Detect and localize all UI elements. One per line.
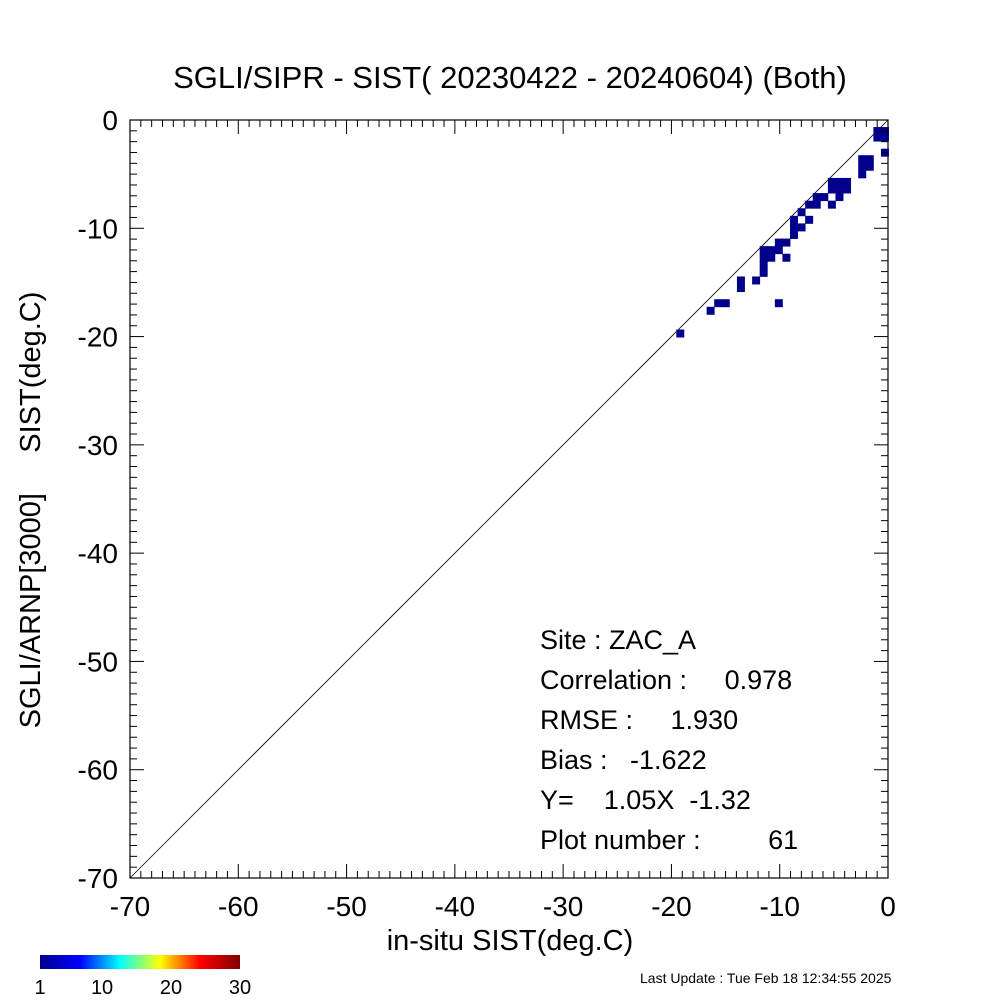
- heatmap-cell: [759, 246, 768, 255]
- heatmap-cell: [759, 261, 768, 270]
- stats-regression: Y= 1.05X -1.32: [540, 785, 751, 815]
- y-tick-label: -70: [78, 863, 118, 894]
- heatmap-cell: [835, 177, 844, 186]
- colorbar-tick-label: 30: [229, 977, 251, 999]
- heatmap-cell: [827, 200, 836, 209]
- heatmap-cell: [812, 200, 821, 209]
- heatmap-cell: [835, 185, 844, 194]
- x-tick-label: 0: [880, 891, 896, 922]
- stats-rmse: RMSE : 1.930: [540, 705, 738, 735]
- heatmap-cell: [759, 268, 768, 277]
- heatmap-cell: [812, 193, 821, 202]
- heatmap-cell: [858, 155, 867, 164]
- stats-correlation: Correlation : 0.978: [540, 665, 792, 695]
- y-tick-label: -30: [78, 430, 118, 461]
- colorbar-tick-label: 20: [160, 977, 182, 999]
- axis-ticks: [129, 119, 889, 879]
- heatmap-cell: [865, 155, 874, 164]
- y-tick-label: -40: [78, 538, 118, 569]
- heatmap-cell: [843, 185, 852, 194]
- heatmap-cell: [721, 299, 730, 308]
- x-tick-label: -20: [651, 891, 691, 922]
- stats-block: Site : ZAC_A Correlation : 0.978 RMSE : …: [540, 625, 798, 855]
- chart-title: SGLI/SIPR - SIST( 20230422 - 20240604) (…: [173, 60, 847, 95]
- heatmap-cell: [827, 177, 836, 186]
- colorbar-labels: 1 10 20 30: [34, 977, 251, 999]
- heatmap-cell: [797, 208, 806, 217]
- y-tick-label: -50: [78, 646, 118, 677]
- heatmap-cell: [714, 299, 723, 308]
- heatmap-cell: [835, 193, 844, 202]
- x-axis-label: in-situ SIST(deg.C): [387, 925, 634, 957]
- heatmap-cell: [767, 253, 776, 262]
- one-to-one-line: [129, 119, 889, 879]
- y-tick-label: -60: [78, 755, 118, 786]
- x-tick-label: -40: [435, 891, 475, 922]
- heatmap-cell: [827, 185, 836, 194]
- x-tick-label: -60: [218, 891, 258, 922]
- heatmap-cell: [790, 215, 798, 224]
- colorbar-tick-label: 1: [34, 977, 45, 999]
- heatmap-cell: [759, 253, 768, 262]
- heatmap-cells: [676, 127, 889, 338]
- last-update-text: Last Update : Tue Feb 18 12:34:55 2025: [640, 970, 892, 986]
- heatmap-cell: [805, 215, 814, 224]
- y-tick-labels: -70 -60 -50 -40 -30 -20 -10 0: [78, 105, 118, 894]
- x-tick-label: -50: [326, 891, 366, 922]
- heatmap-cell: [865, 162, 874, 171]
- colorbar-tick-label: 10: [91, 977, 113, 999]
- heatmap-cell: [774, 238, 783, 247]
- heatmap-cell: [767, 246, 776, 255]
- stats-site: Site : ZAC_A: [540, 625, 696, 655]
- heatmap-cell: [880, 133, 889, 142]
- heatmap-cell: [858, 170, 867, 179]
- x-tick-labels: -70 -60 -50 -40 -30 -20 -10 0: [110, 891, 896, 922]
- heatmap-cell: [752, 276, 761, 285]
- heatmap-cell: [820, 193, 829, 202]
- heatmap-cell: [774, 299, 783, 308]
- x-tick-label: -30: [543, 891, 583, 922]
- heatmap-cell: [873, 127, 882, 136]
- x-tick-label: -10: [759, 891, 799, 922]
- heatmap-cell: [736, 276, 745, 285]
- y-tick-label: -20: [78, 322, 118, 353]
- heatmap-cell: [797, 223, 806, 232]
- heatmap-cell: [790, 223, 798, 232]
- heatmap-cell: [782, 253, 791, 262]
- y-tick-label: 0: [102, 105, 118, 136]
- stats-bias: Bias : -1.622: [540, 745, 707, 775]
- heatmap-cell: [873, 133, 882, 142]
- stats-plot-number: Plot number : 61: [540, 825, 798, 855]
- heatmap-cell: [790, 230, 798, 239]
- x-tick-label: -70: [110, 891, 150, 922]
- heatmap-cell: [782, 238, 791, 247]
- y-tick-label: -10: [78, 213, 118, 244]
- heatmap-cell: [843, 177, 852, 186]
- colorbar: [40, 955, 240, 969]
- heatmap-cell: [676, 329, 685, 338]
- heatmap-cell: [805, 200, 814, 209]
- y-axis-label: SGLI/ARNP[3000] SIST(deg.C): [15, 292, 47, 729]
- heatmap-cell: [706, 306, 715, 315]
- heatmap-cell: [858, 162, 867, 171]
- heatmap-cell: [736, 284, 745, 293]
- heatmap-cell: [774, 246, 783, 255]
